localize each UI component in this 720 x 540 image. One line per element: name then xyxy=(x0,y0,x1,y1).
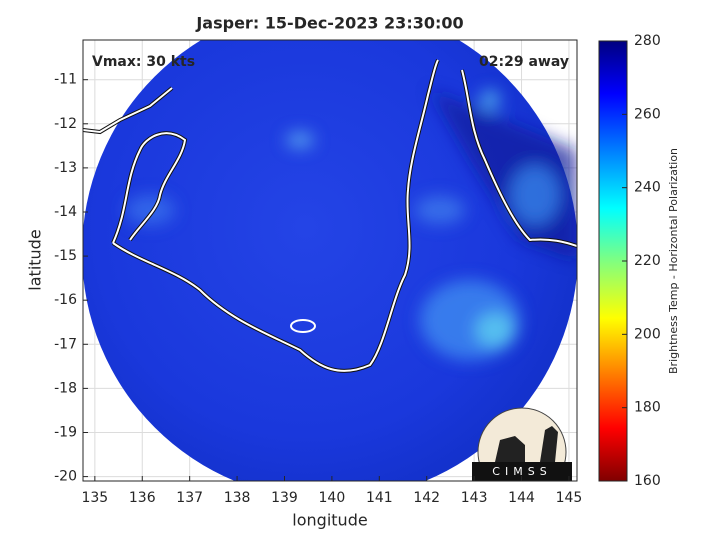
y-tick-label: -18 xyxy=(54,380,77,396)
y-tick-label: -17 xyxy=(54,336,77,352)
x-tick-label: 143 xyxy=(461,490,488,506)
colorbar-label: Brightness Temp - Horizontal Polarizatio… xyxy=(667,148,680,374)
x-tick-label: 140 xyxy=(319,490,346,506)
colorbar-tick-label: 260 xyxy=(634,106,661,122)
y-tick-label: -20 xyxy=(54,469,77,485)
intensity-annotation: Vmax: 30 kts xyxy=(92,54,195,70)
logo-text: CIMSS xyxy=(492,465,551,478)
coastline xyxy=(83,59,577,372)
colorbar-tick-label: 280 xyxy=(634,33,661,49)
y-tick-label: -11 xyxy=(54,72,77,88)
x-tick-label: 139 xyxy=(271,490,298,506)
bright-patches xyxy=(125,90,577,360)
x-tick-label: 135 xyxy=(81,490,108,506)
x-tick-label: 136 xyxy=(129,490,156,506)
plot-frame xyxy=(82,39,578,482)
colorbar-tick-label: 220 xyxy=(634,253,661,269)
time-annotation: 02:29 away xyxy=(479,54,569,70)
x-tick-label: 141 xyxy=(366,490,393,506)
colorbar-tick-label: 200 xyxy=(634,326,661,342)
satellite-swath: CIMSS xyxy=(83,40,577,481)
colorbar-tick-label: 180 xyxy=(634,400,661,416)
y-tick-label: -19 xyxy=(54,424,77,440)
x-tick-label: 142 xyxy=(413,490,440,506)
x-tick-label: 138 xyxy=(224,490,251,506)
y-tick-label: -13 xyxy=(54,160,77,176)
x-axis-label: longitude xyxy=(292,511,367,530)
y-tick-label: -14 xyxy=(54,204,77,220)
x-tick-label: 137 xyxy=(176,490,203,506)
y-tick-label: -15 xyxy=(54,248,77,264)
y-tick-label: -12 xyxy=(54,116,77,132)
swath-disc xyxy=(83,40,577,481)
island xyxy=(290,319,316,333)
title: Jasper: 15-Dec-2023 23:30:00 xyxy=(195,14,463,33)
cimss-logo: CIMSS xyxy=(472,407,572,481)
x-tick-label: 144 xyxy=(508,490,535,506)
x-tick-label: 145 xyxy=(556,490,583,506)
y-tick-label: -16 xyxy=(54,292,77,308)
colorbar-tick-label: 240 xyxy=(634,180,661,196)
colorbar-tick-label: 160 xyxy=(634,473,661,489)
y-axis-label: latitude xyxy=(26,229,45,290)
